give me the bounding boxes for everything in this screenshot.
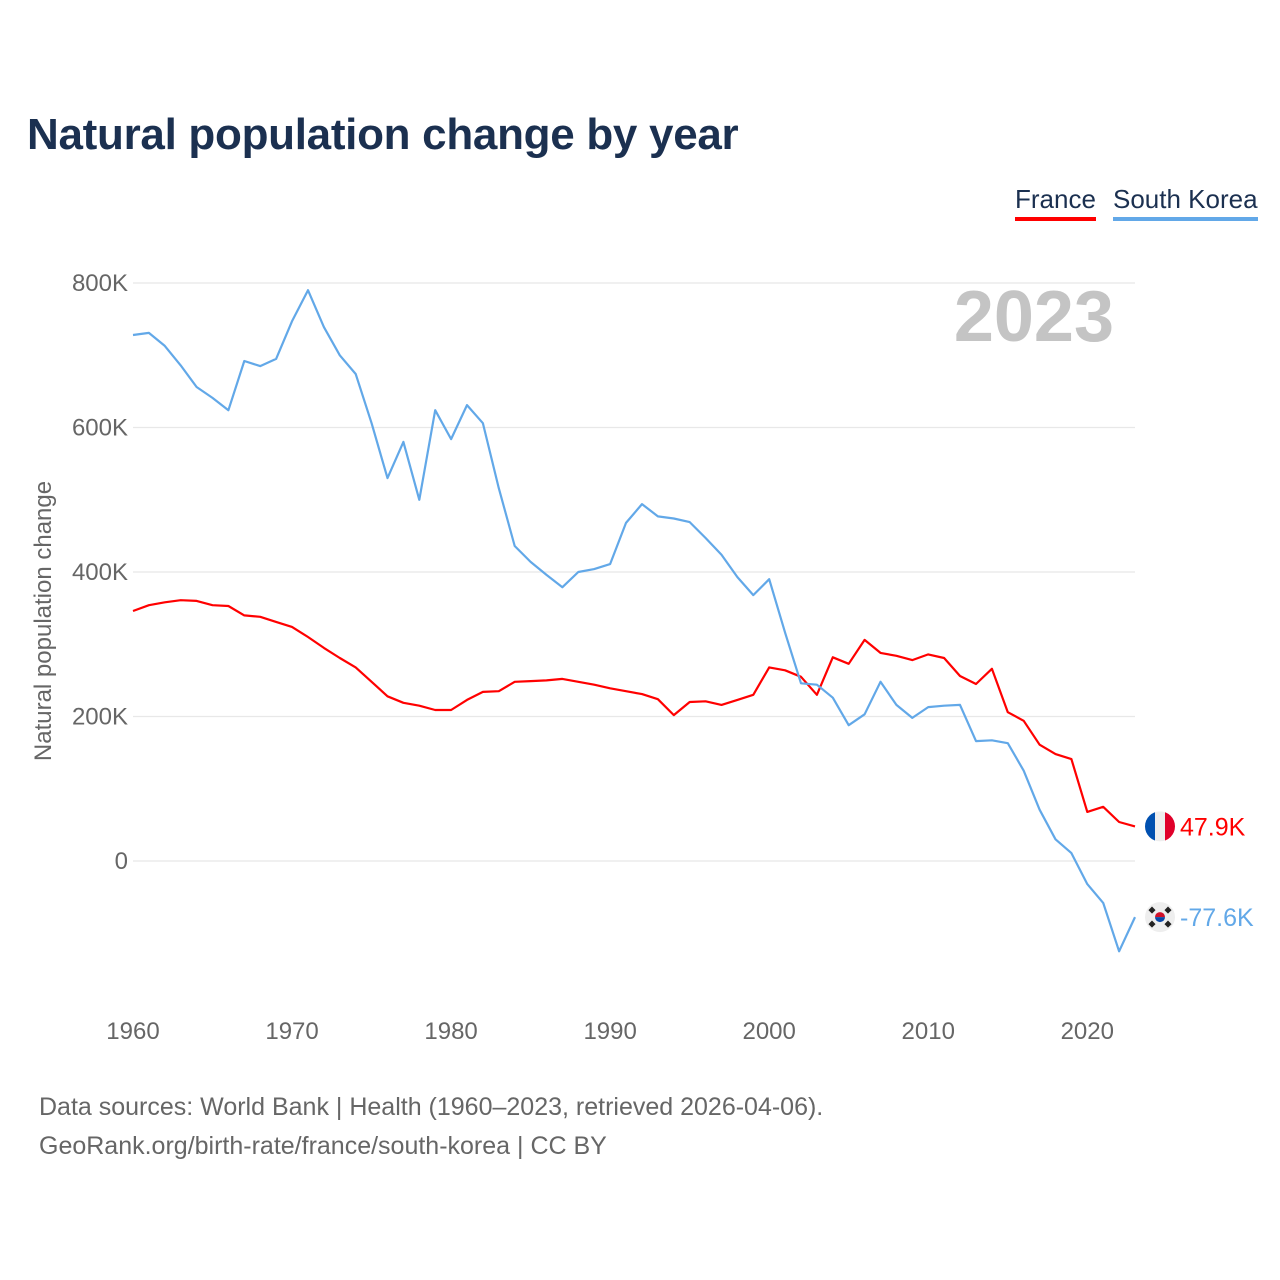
flag-stripe-red [1165,811,1175,842]
x-tick-label: 1960 [106,1018,159,1045]
south-korea-flag-icon [1145,902,1175,933]
y-tick-label: 0 [115,848,128,875]
footer-attribution[interactable]: GeoRank.org/birth-rate/france/south-kore… [39,1132,607,1160]
y-tick-label: 800K [72,270,128,297]
x-tick-label: 2000 [742,1018,795,1045]
france-flag-icon [1145,811,1175,842]
x-tick-label: 2020 [1061,1018,1114,1045]
x-tick-label: 1970 [265,1018,318,1045]
year-annotation: 2023 [954,277,1114,357]
end-value-label: 47.9K [1180,813,1246,841]
x-tick-label: 2010 [902,1018,955,1045]
legend-item-france[interactable]: France [1015,184,1096,221]
y-tick-label: 400K [72,559,128,586]
y-tick-label: 200K [72,704,128,731]
chart-title: Natural population change by year [27,110,739,159]
y-axis-label: Natural population change [30,481,57,761]
flag-stripe-blue [1145,811,1155,842]
footer: Data sources: World Bank | Health (1960–… [39,1088,823,1166]
legend-item-south-korea[interactable]: South Korea [1113,184,1258,221]
taeguk-red [1155,912,1165,918]
y-tick-label: 600K [72,415,128,442]
flag-stripe-white [1155,811,1165,842]
footer-sources: Data sources: World Bank | Health (1960–… [39,1093,824,1121]
x-tick-label: 1990 [583,1018,636,1045]
series-line-france [132,599,1136,828]
x-tick-label: 1980 [424,1018,477,1045]
taeguk-blue [1155,917,1165,923]
end-value-label: -77.6K [1180,904,1254,932]
series-line-south-korea [132,289,1136,953]
france-flag-stripes [1145,811,1175,842]
